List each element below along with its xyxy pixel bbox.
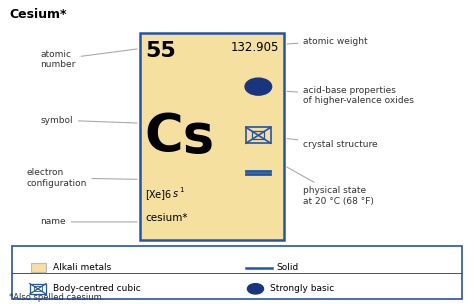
Text: 132.905: 132.905 — [230, 41, 279, 54]
Text: Cesium*: Cesium* — [9, 8, 67, 21]
Text: name: name — [40, 217, 137, 226]
Bar — [31, 263, 46, 272]
Text: Alkali metals: Alkali metals — [53, 263, 111, 272]
Text: Body-centred cubic: Body-centred cubic — [53, 284, 141, 293]
Bar — [246, 127, 271, 143]
Bar — [12, 246, 462, 299]
Text: [Xe]6: [Xe]6 — [146, 189, 172, 199]
Circle shape — [245, 78, 272, 95]
Text: atomic
number: atomic number — [40, 49, 137, 69]
Text: cesium*: cesium* — [146, 213, 188, 223]
Text: 55: 55 — [146, 41, 176, 61]
Text: Cs: Cs — [145, 111, 215, 163]
Text: Solid: Solid — [277, 263, 299, 272]
Bar — [34, 286, 42, 291]
Bar — [252, 131, 264, 139]
Circle shape — [247, 284, 264, 294]
Text: atomic weight: atomic weight — [287, 36, 368, 46]
Text: *Also spelled caesium.: *Also spelled caesium. — [9, 293, 105, 302]
Text: acid-base properties
of higher-valence oxides: acid-base properties of higher-valence o… — [287, 86, 414, 105]
Text: electron
configuration: electron configuration — [26, 168, 137, 188]
Text: physical state
at 20 °C (68 °F): physical state at 20 °C (68 °F) — [287, 167, 374, 206]
Text: symbol: symbol — [40, 116, 137, 125]
Bar — [140, 33, 284, 240]
Text: s: s — [173, 189, 178, 199]
Text: crystal structure: crystal structure — [287, 139, 378, 149]
Text: 1: 1 — [180, 187, 184, 193]
Text: Strongly basic: Strongly basic — [270, 284, 334, 293]
Bar — [30, 284, 46, 294]
